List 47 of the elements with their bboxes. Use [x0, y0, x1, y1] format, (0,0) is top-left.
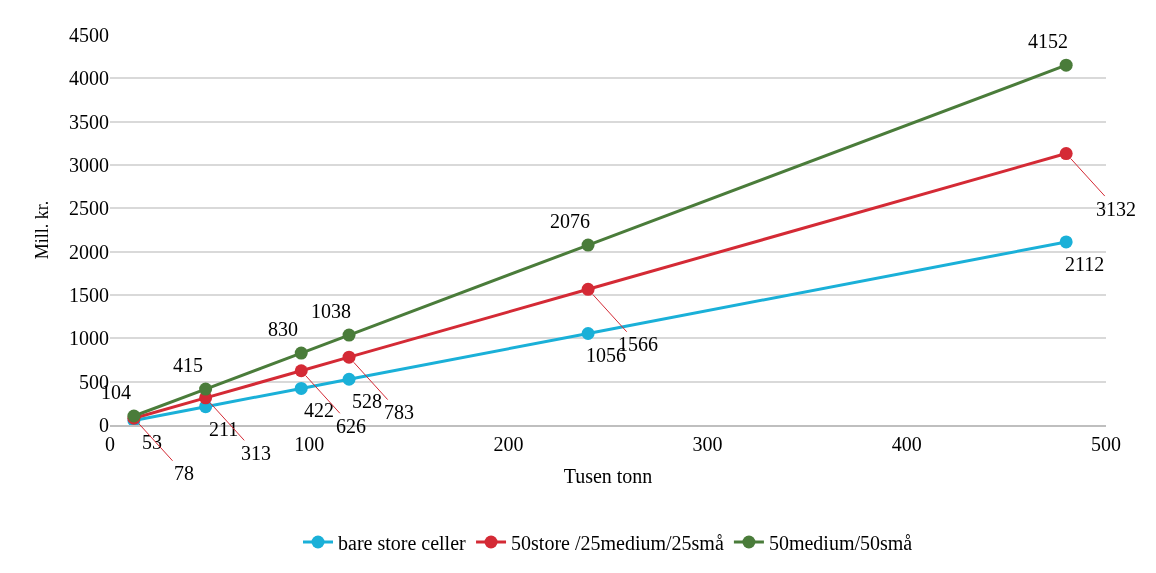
- data-label: 1038: [311, 300, 351, 322]
- data-label: 422: [304, 399, 334, 421]
- point: [342, 328, 356, 342]
- y-tick-label: 4000: [69, 67, 109, 90]
- y-tick-label: 3000: [69, 154, 109, 176]
- data-label: 415: [173, 354, 203, 376]
- point: [294, 364, 308, 378]
- legend-label: 50store /25medium/25små: [511, 531, 724, 554]
- y-axis-title: Mill. kr.: [32, 200, 53, 260]
- legend-label: 50medium/50små: [768, 531, 913, 554]
- point: [581, 326, 595, 340]
- data-label: 211: [209, 418, 239, 440]
- data-label: 626: [336, 415, 366, 437]
- y-tick-label: 1500: [69, 284, 109, 306]
- y-tick-label: 3500: [69, 110, 109, 133]
- data-label: 783: [384, 401, 414, 423]
- y-tick-label: 1000: [69, 327, 109, 350]
- data-label: 4152: [1028, 30, 1068, 52]
- data-label: 2076: [550, 210, 590, 232]
- data-label: 2112: [1065, 253, 1105, 275]
- x-tick-label: 400: [891, 433, 922, 455]
- y-tick-label: 4500: [69, 24, 109, 46]
- point: [342, 372, 356, 386]
- point: [294, 346, 308, 360]
- x-tick-label: 300: [692, 433, 723, 455]
- point: [581, 238, 595, 252]
- x-tick-label: 100: [294, 433, 325, 455]
- data-label: 3132: [1096, 198, 1136, 220]
- data-label: 313: [241, 442, 271, 464]
- y-tick-label: 0: [99, 414, 109, 436]
- point: [581, 282, 595, 296]
- data-label: 830: [268, 318, 298, 340]
- x-axis-title: Tusen tonn: [563, 465, 653, 487]
- point: [1059, 58, 1073, 72]
- y-tick-label: 2500: [69, 197, 109, 220]
- data-label: 528: [352, 390, 382, 412]
- data-label: 53: [142, 431, 162, 453]
- x-tick-label: 200: [493, 433, 524, 455]
- point: [1059, 235, 1073, 249]
- point: [342, 350, 356, 364]
- legend-label: bare store celler: [338, 531, 467, 554]
- point: [294, 381, 308, 395]
- point: [1059, 147, 1073, 161]
- point: [199, 382, 213, 396]
- data-label: 78: [174, 462, 194, 484]
- x-tick-label: 500: [1091, 433, 1121, 455]
- y-tick-label: 2000: [69, 240, 109, 263]
